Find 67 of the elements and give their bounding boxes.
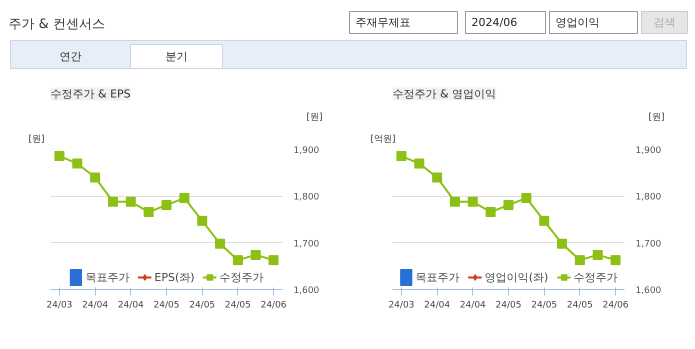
y2-tick-label: 1,700 (294, 239, 320, 250)
point (108, 196, 118, 207)
y2-tick-label: 1,900 (636, 146, 662, 156)
x-tick-label: 24/04 (82, 300, 108, 310)
legend-label: EPS(좌) (154, 270, 195, 284)
text: 주가 & 컨센서스 (8, 17, 105, 32)
point (592, 250, 603, 260)
y2-tick-label: 1,800 (636, 192, 662, 203)
text: 검색 (654, 16, 676, 29)
y-axis-title: [억원] (370, 134, 396, 144)
legend-label: 영업이익(좌) (484, 270, 548, 284)
point (574, 255, 585, 266)
x-tick-label: 24/05 (566, 300, 593, 310)
chart-title: 수정주가 & EPS (50, 88, 131, 100)
legend-label: 수정주가 (220, 270, 264, 284)
point (250, 250, 261, 260)
y-axis-title: [원] (28, 134, 45, 144)
x-tick-label: 24/05 (496, 300, 522, 310)
x-tick-label: 24/06 (260, 300, 287, 310)
point (486, 207, 496, 218)
x-tick-label: 24/05 (189, 300, 216, 310)
point (450, 196, 460, 207)
point (126, 196, 136, 207)
text: 주재무제표 (356, 16, 410, 29)
legend-label: 목표주가 (85, 270, 130, 284)
point (197, 216, 208, 226)
text: 2024/06 (472, 16, 518, 29)
point (504, 200, 514, 210)
point (54, 151, 64, 162)
x-tick-label: 24/04 (460, 300, 486, 310)
point (521, 193, 532, 204)
point (232, 255, 243, 266)
text: 분기 (166, 50, 188, 63)
legend-label: 목표주가 (416, 270, 460, 284)
x-tick-label: 24/04 (424, 300, 450, 310)
y2-axis-title: [원] (306, 112, 323, 122)
point (557, 238, 568, 249)
x-tick-label: 24/04 (118, 300, 144, 310)
point (179, 193, 190, 204)
point (414, 158, 424, 168)
point (468, 196, 478, 207)
point (162, 200, 172, 210)
point (396, 151, 406, 162)
x-tick-label: 24/05 (154, 300, 180, 310)
y2-tick-label: 1,900 (294, 146, 320, 156)
x-tick-label: 24/03 (388, 300, 414, 310)
x-tick-label: 24/06 (602, 300, 629, 310)
point (610, 255, 621, 266)
chart-title: 수정주가 & 영업이익 (392, 88, 496, 100)
y2-tick-label: 1,600 (294, 286, 320, 296)
y2-axis-title: [원] (648, 112, 665, 122)
text: 연간 (60, 50, 82, 63)
y2-tick-label: 1,800 (294, 192, 320, 203)
point (432, 172, 442, 182)
point (268, 255, 279, 266)
legend-label: 수정주가 (573, 270, 618, 284)
x-tick-label: 24/05 (531, 300, 558, 310)
text: 영업이익 (556, 16, 600, 29)
x-tick-label: 24/05 (224, 300, 251, 310)
point (215, 238, 226, 249)
point (539, 216, 550, 226)
x-tick-label: 24/03 (46, 300, 72, 310)
y2-tick-label: 1,700 (636, 239, 662, 250)
y2-tick-label: 1,600 (636, 286, 662, 296)
point (72, 158, 82, 168)
point (90, 172, 100, 182)
point (144, 207, 154, 218)
